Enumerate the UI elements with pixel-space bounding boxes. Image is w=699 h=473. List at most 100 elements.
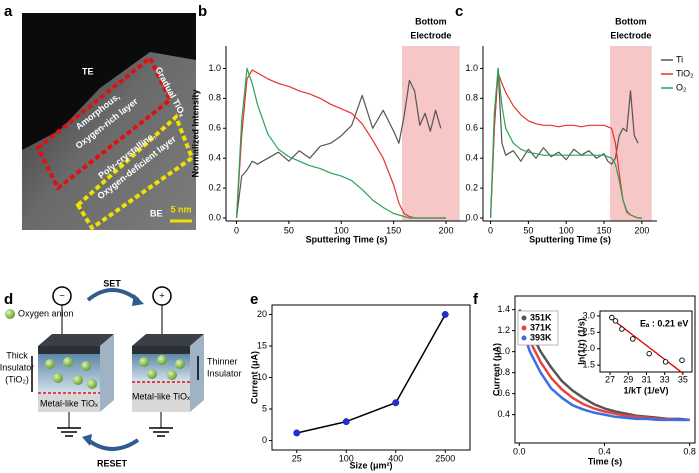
side xyxy=(190,334,204,412)
x-tick-label: 150 xyxy=(386,225,401,235)
x-tick-label: 200 xyxy=(439,225,454,235)
terminal-sign: − xyxy=(59,290,64,300)
x-tick-label: 400 xyxy=(388,453,403,463)
y-tick-label: 0.0 xyxy=(208,212,221,222)
y-tick-label: 0.8 xyxy=(465,93,478,103)
x-tick-label: 0 xyxy=(234,225,239,235)
annotation: Electrode xyxy=(610,30,651,40)
x-tick-label: 2500 xyxy=(435,453,455,463)
data-point xyxy=(679,357,685,363)
panel-label: b xyxy=(198,3,207,20)
yellow-box xyxy=(75,113,195,231)
panel-label: f xyxy=(473,291,479,308)
thinner-label: Thinner xyxy=(207,356,238,366)
x-tick-label: 50 xyxy=(284,225,294,235)
anion xyxy=(63,357,73,367)
legend-label: O₂ xyxy=(676,82,687,92)
legend-swatch xyxy=(521,315,527,321)
annotation: Bottom xyxy=(615,16,647,26)
legend-swatch xyxy=(521,325,527,331)
y-axis-label: ln(1/τ) (1/s) xyxy=(576,318,586,365)
y-tick-label: 1.0 xyxy=(208,63,221,73)
y-tick-label: 0 xyxy=(262,435,267,445)
x-axis-label: Sputtering Time (s) xyxy=(529,234,611,244)
x-tick-label: 31 xyxy=(641,374,651,384)
y-axis-label: Current (μA) xyxy=(249,351,259,404)
x-axis-label: Time (s) xyxy=(588,456,622,466)
thinner-label: Insulator xyxy=(207,368,242,378)
data-point xyxy=(619,326,625,332)
te-label: TE xyxy=(82,66,94,76)
data-point xyxy=(342,418,350,426)
electrode-top xyxy=(132,334,204,346)
data-line xyxy=(490,67,639,219)
te-region xyxy=(22,13,196,150)
data-point xyxy=(609,314,615,321)
anion xyxy=(81,361,91,371)
data-point xyxy=(630,336,636,342)
panel-label: c xyxy=(455,3,463,20)
y-tick-label: 0.2 xyxy=(465,182,478,192)
y-tick-label: 2.5 xyxy=(582,327,595,337)
terminal xyxy=(52,286,72,306)
set-arrow xyxy=(86,288,140,302)
be-label: BE xyxy=(150,208,163,218)
y-tick-label: 2.0 xyxy=(582,343,595,353)
set-label: SET xyxy=(103,278,121,288)
legend-label: Ti xyxy=(676,54,683,64)
y-tick-label: 1.2 xyxy=(497,325,510,335)
anion xyxy=(53,373,63,383)
x-tick-label: 25 xyxy=(292,453,302,463)
x-axis-label: Size (μm²) xyxy=(349,460,392,470)
anion xyxy=(147,369,157,379)
data-point xyxy=(392,399,400,407)
tem-image: TE BE Gradual TiOₓ Amorphous, Oxygen-ric… xyxy=(22,13,196,231)
data-line xyxy=(296,314,446,434)
cell-right: Metal-like TiOₓ xyxy=(132,334,204,437)
anion-icon xyxy=(5,309,15,319)
arrow-head xyxy=(132,294,144,306)
plot-frame xyxy=(514,295,696,444)
electrode xyxy=(38,346,100,354)
metal-label: Metal-like TiOₓ xyxy=(40,398,98,408)
y-tick-label: 0.0 xyxy=(465,212,478,222)
x-tick-label: 200 xyxy=(634,225,649,235)
y-tick-label: 0.2 xyxy=(208,182,221,192)
thick-label: Insulator xyxy=(0,362,34,372)
arrow-head xyxy=(82,434,92,446)
legend-label: 351K xyxy=(530,312,552,322)
annotation: Eₐ : 0.21 eV xyxy=(640,318,688,328)
scale-label: 5 nm xyxy=(170,204,191,214)
legend-label: 371K xyxy=(530,322,552,332)
y-tick-label: 0.4 xyxy=(208,153,221,163)
y-tick-label: 0.4 xyxy=(497,409,510,419)
x-axis-label: Sputtering Time (s) xyxy=(306,234,388,244)
electrode-region xyxy=(402,46,460,221)
y-tick-label: 10 xyxy=(257,372,267,382)
y-tick-label: 20 xyxy=(257,309,267,319)
y-tick-label: 3.0 xyxy=(582,310,595,320)
electrode xyxy=(132,346,190,354)
panel-label: e xyxy=(250,291,258,308)
plot-frame xyxy=(271,304,471,451)
data-line xyxy=(518,319,690,422)
annotation: Bottom xyxy=(415,16,447,26)
reset-arrow xyxy=(86,438,140,451)
y-axis-label: Current (μA) xyxy=(491,343,501,396)
data-point xyxy=(293,429,301,437)
x-tick-label: 0.0 xyxy=(513,446,526,456)
x-tick-label: 100 xyxy=(559,225,574,235)
panel-label: a xyxy=(4,3,13,20)
legend-label: 393K xyxy=(530,332,552,342)
anion xyxy=(157,355,167,365)
x-tick-label: 150 xyxy=(597,225,612,235)
legend-label: TiO₂ xyxy=(676,68,694,78)
data-point xyxy=(662,359,669,365)
y-axis-label: Normalized Intensity xyxy=(190,89,200,177)
x-tick-label: 29 xyxy=(623,374,633,384)
x-tick-label: 0 xyxy=(488,225,493,235)
annotation: Electrode xyxy=(410,30,451,40)
y-tick-label: 0.6 xyxy=(208,123,221,133)
legend-swatch xyxy=(521,335,527,341)
data-point xyxy=(441,311,449,318)
